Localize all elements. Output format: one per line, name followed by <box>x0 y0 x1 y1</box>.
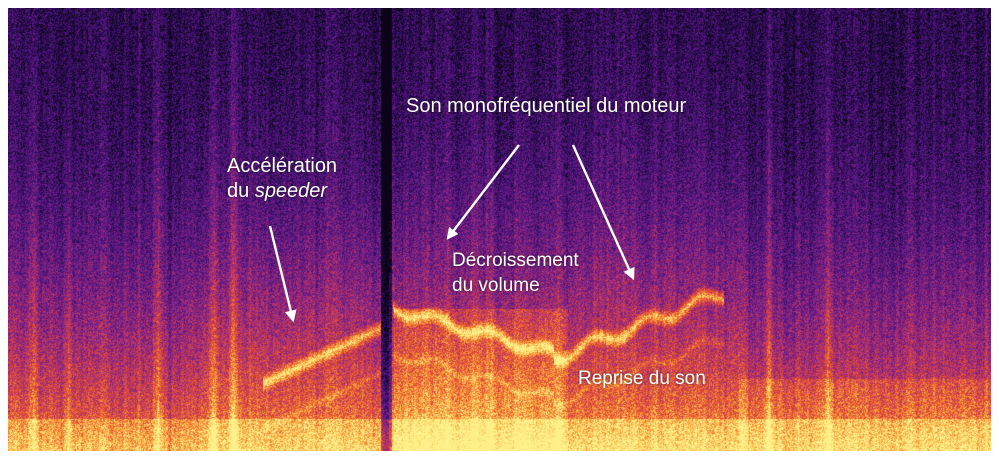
annotation-volume-decrease: Décroissement du volume <box>452 248 579 298</box>
annotation-acceleration-line1: Accélération <box>227 155 338 177</box>
annotation-arrows <box>268 144 635 323</box>
annotation-volume-decrease-line1: Décroissement <box>452 250 579 271</box>
annotation-acceleration-em: speeder <box>254 180 328 202</box>
arrow-engine-tone-left <box>446 144 520 240</box>
spectrogram-figure: Son monofréquentiel du moteur Accélérati… <box>8 8 991 451</box>
annotation-engine-tone: Son monofréquentiel du moteur <box>406 94 686 119</box>
annotation-acceleration-prefix: du <box>227 180 255 202</box>
annotation-sound-resumes: Reprise du son <box>578 366 706 391</box>
annotation-acceleration: Accélération du speeder <box>227 154 337 204</box>
annotation-engine-tone-text: Son monofréquentiel du moteur <box>406 95 687 117</box>
annotation-acceleration-line2: du speeder <box>227 179 337 204</box>
arrow-engine-tone-right <box>571 144 635 281</box>
arrow-acceleration <box>268 225 297 323</box>
annotation-volume-decrease-line2: du volume <box>452 275 540 296</box>
spectrogram-image <box>8 8 991 451</box>
annotation-sound-resumes-text: Reprise du son <box>578 368 706 389</box>
